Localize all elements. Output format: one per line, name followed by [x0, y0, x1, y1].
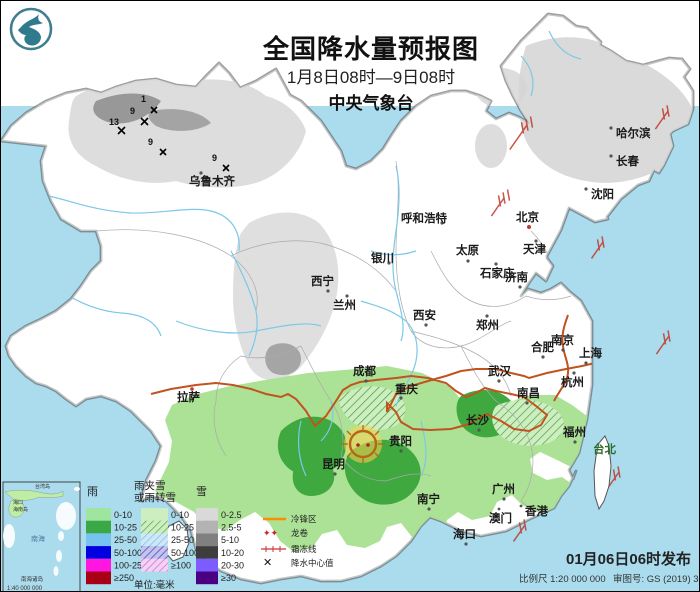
svg-text:✦✦: ✦✦ [263, 528, 279, 538]
svg-text:10-25: 10-25 [171, 523, 194, 533]
svg-text:香港: 香港 [524, 504, 548, 518]
svg-text:50-100: 50-100 [114, 548, 142, 558]
svg-text:≥30: ≥30 [221, 573, 236, 583]
svg-text:太原: 太原 [455, 243, 479, 257]
svg-text:澳门: 澳门 [489, 511, 512, 525]
svg-text:降水中心值: 降水中心值 [291, 558, 334, 568]
svg-text:25-50: 25-50 [171, 535, 194, 545]
svg-text:上海: 上海 [579, 346, 602, 360]
svg-text:杭州: 杭州 [561, 375, 584, 389]
svg-text:20-30: 20-30 [221, 561, 244, 571]
svg-text:0-10: 0-10 [114, 510, 132, 520]
svg-text:霜冻线: 霜冻线 [291, 544, 317, 554]
svg-text:南海诸岛: 南海诸岛 [21, 575, 44, 583]
svg-text:≥100: ≥100 [171, 561, 191, 571]
svg-text:沈阳: 沈阳 [591, 187, 614, 201]
svg-text:单位:毫米: 单位:毫米 [134, 579, 175, 591]
svg-text:济南: 济南 [505, 270, 528, 284]
svg-text:武汉: 武汉 [488, 364, 511, 378]
svg-text:1:40 000 000: 1:40 000 000 [7, 586, 43, 591]
svg-text:5-10: 5-10 [221, 535, 239, 545]
svg-text:≥250: ≥250 [114, 573, 134, 583]
svg-text:9: 9 [130, 106, 135, 116]
svg-text:10-20: 10-20 [221, 548, 244, 558]
svg-text:南宁: 南宁 [417, 492, 440, 506]
svg-text:✕: ✕ [263, 557, 272, 569]
svg-text:13: 13 [109, 117, 119, 127]
svg-text:福州: 福州 [562, 425, 586, 439]
svg-text:昆明: 昆明 [322, 457, 345, 471]
svg-text:北京: 北京 [516, 210, 539, 224]
svg-text:2.5-5: 2.5-5 [221, 523, 242, 533]
svg-text:01月06日06时发布: 01月06日06时发布 [566, 550, 691, 568]
svg-text:雨: 雨 [87, 486, 98, 498]
svg-text:25-50: 25-50 [114, 535, 137, 545]
svg-text:南海: 南海 [31, 534, 45, 543]
svg-text:拉萨: 拉萨 [177, 390, 200, 404]
svg-text:银川: 银川 [371, 251, 394, 265]
svg-text:南昌: 南昌 [517, 386, 540, 400]
svg-text:海口: 海口 [453, 527, 476, 541]
svg-text:西安: 西安 [413, 308, 436, 322]
svg-text:50-100: 50-100 [171, 548, 199, 558]
svg-text:0-2.5: 0-2.5 [221, 510, 242, 520]
svg-text:重庆: 重庆 [395, 382, 418, 396]
svg-text:台北: 台北 [593, 442, 616, 456]
svg-text:10-25: 10-25 [114, 523, 137, 533]
svg-text:冷锋区: 冷锋区 [291, 514, 317, 524]
svg-text:9: 9 [148, 137, 153, 147]
svg-text:天津: 天津 [523, 242, 546, 256]
svg-text:雪: 雪 [196, 485, 207, 498]
svg-text:呼和浩特: 呼和浩特 [401, 211, 447, 225]
svg-text:1: 1 [141, 94, 146, 104]
svg-text:比例尺 1:20 000 000: 比例尺 1:20 000 000 [519, 573, 606, 585]
svg-text:或雨转雪: 或雨转雪 [134, 491, 176, 504]
svg-text:审图号: GS (2019) 3082号: 审图号: GS (2019) 3082号 [613, 573, 699, 585]
svg-text:海南岛: 海南岛 [13, 506, 28, 513]
svg-text:海口: 海口 [13, 499, 23, 506]
svg-text:台湾岛: 台湾岛 [35, 483, 50, 490]
svg-text:长沙: 长沙 [466, 413, 489, 427]
svg-text:广州: 广州 [492, 482, 515, 496]
svg-text:龙卷: 龙卷 [291, 528, 309, 538]
svg-text:郑州: 郑州 [476, 318, 499, 332]
svg-text:成都: 成都 [353, 364, 376, 378]
svg-text:贵阳: 贵阳 [389, 434, 412, 448]
svg-text:哈尔滨: 哈尔滨 [616, 126, 651, 140]
svg-text:长春: 长春 [616, 154, 639, 168]
svg-text:西宁: 西宁 [311, 274, 334, 288]
svg-text:乌鲁木齐: 乌鲁木齐 [189, 174, 235, 188]
svg-text:9: 9 [212, 153, 217, 163]
svg-text:雨夹雪: 雨夹雪 [134, 479, 166, 492]
svg-text:兰州: 兰州 [333, 298, 356, 312]
svg-text:0-10: 0-10 [171, 510, 189, 520]
svg-text:南京: 南京 [551, 333, 574, 347]
